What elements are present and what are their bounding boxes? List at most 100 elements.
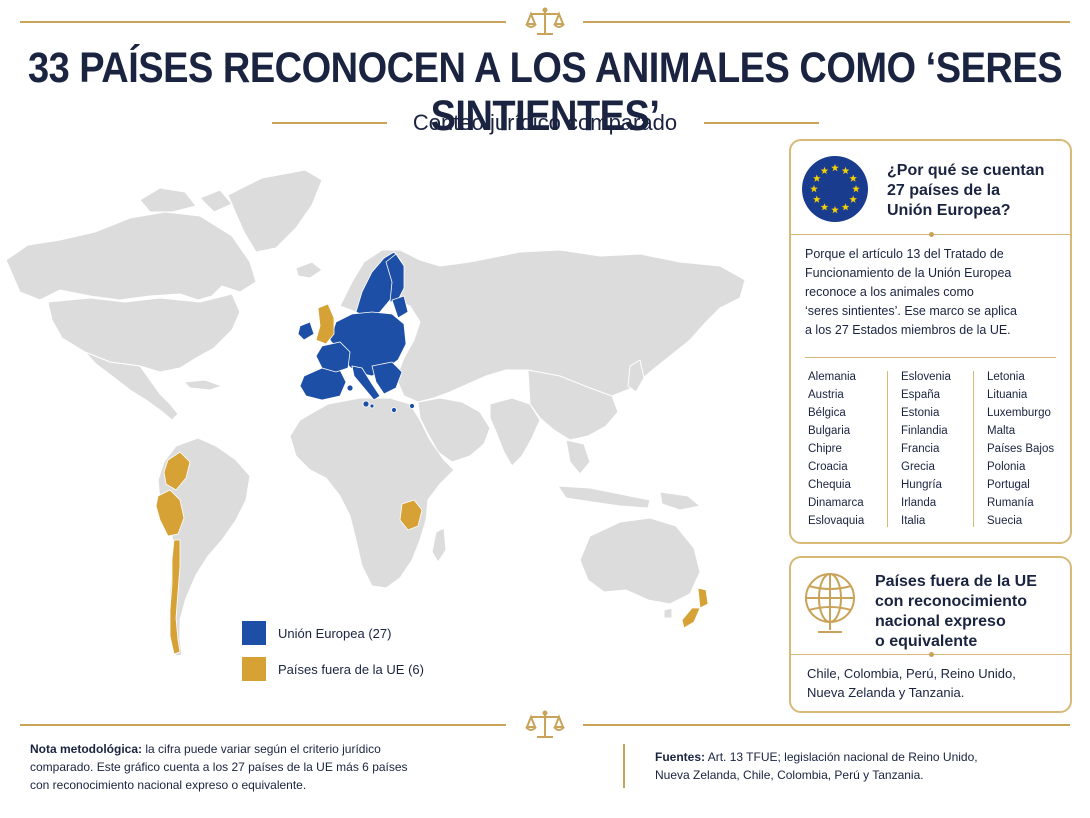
methodology-note-line: la cifra puede variar según el criterio … bbox=[145, 742, 381, 756]
page-subtitle: Conteo jurídico comparado bbox=[412, 110, 678, 135]
greenland-shape bbox=[227, 169, 323, 253]
world-map bbox=[5, 169, 746, 657]
eu-card-title-line: 27 países de la bbox=[887, 182, 1000, 199]
iceland-shape bbox=[295, 261, 323, 279]
tanzania-shape bbox=[399, 499, 423, 531]
eu-star-icon bbox=[820, 203, 829, 211]
mexico-shape bbox=[84, 351, 179, 421]
eu-card-body-line: Funcionamiento de la Unión Europea bbox=[805, 266, 1012, 280]
methodology-note-line: con reconocimiento nacional expreso o eq… bbox=[30, 778, 307, 792]
arctic-islands-shape bbox=[139, 187, 197, 213]
eu-france-shape bbox=[315, 341, 351, 373]
eu-card-separator-dot bbox=[929, 232, 934, 237]
eu-finland-shape bbox=[385, 253, 405, 303]
bottom-rule-right bbox=[583, 724, 1070, 726]
eu-country-item: Eslovaquia bbox=[808, 515, 865, 527]
eu-star-icon bbox=[813, 195, 821, 203]
column-divider bbox=[887, 371, 888, 527]
eu-country-item: Francia bbox=[901, 443, 940, 455]
eu-country-item: Hungría bbox=[901, 479, 942, 491]
eu-ireland-shape bbox=[297, 321, 315, 341]
eu-country-item: Rumanía bbox=[987, 497, 1034, 509]
eu-country-item: Suecia bbox=[987, 515, 1023, 527]
indonesia-shape bbox=[557, 485, 651, 509]
eu-star-icon bbox=[852, 185, 860, 193]
eu-country-item: Bulgaria bbox=[808, 425, 851, 437]
subtitle-rule-left bbox=[272, 122, 387, 124]
sources-label: Fuentes: bbox=[655, 750, 706, 764]
bottom-rule-left bbox=[20, 724, 506, 726]
non-eu-card-title: Países fuera de la UE con reconocimiento… bbox=[875, 572, 1065, 652]
non-eu-explanation-card: Países fuera de la UE con reconocimiento… bbox=[789, 556, 1072, 713]
column-divider bbox=[973, 371, 974, 527]
eu-country-item: Finlandia bbox=[901, 425, 948, 437]
non-eu-card-body-line: Chile, Colombia, Perú, Reino Unido, bbox=[807, 666, 1016, 681]
eu-country-item: Dinamarca bbox=[808, 497, 864, 509]
eu-sardinia-shape bbox=[346, 384, 354, 392]
eu-card-body-line: reconoce a los animales como bbox=[805, 285, 974, 299]
eu-card-title: ¿Por qué se cuentan 27 países de la Unió… bbox=[887, 161, 1067, 221]
eu-star-icon bbox=[841, 166, 850, 175]
eu-country-item: Portugal bbox=[987, 479, 1030, 491]
eu-countries-column-2: Eslovenia España Estonia Finlandia Francia Gr… bbox=[901, 368, 951, 530]
eu-explanation-card: ¿Por qué se cuentan 27 países de la Unió… bbox=[789, 139, 1072, 544]
eu-star-icon bbox=[841, 203, 850, 211]
eu-balkans-shape bbox=[371, 361, 403, 395]
eu-flag-icon bbox=[802, 156, 868, 222]
arabia-shape bbox=[417, 397, 491, 463]
eu-baltics-shape bbox=[391, 295, 409, 319]
madagascar-shape bbox=[431, 527, 447, 563]
eu-star-icon bbox=[813, 174, 821, 182]
uk-shape bbox=[315, 303, 335, 345]
eu-country-item: Chequia bbox=[808, 479, 851, 491]
scales-of-justice-icon bbox=[525, 7, 565, 35]
eu-country-item: Irlanda bbox=[901, 497, 937, 509]
australia-shape bbox=[579, 517, 701, 605]
eu-countries-column-1: Alemania Austria Bélgica Bulgaria Chipre Croa… bbox=[808, 368, 864, 530]
eu-country-item: Chipre bbox=[808, 443, 842, 455]
sources-line: Art. 13 TFUE; legislación nacional de Re… bbox=[707, 750, 978, 764]
north-america-north-shape bbox=[5, 211, 257, 301]
japan-shape bbox=[627, 359, 645, 393]
eu-card-body-line: Porque el artículo 13 del Tratado de bbox=[805, 247, 1004, 261]
eu-country-item: Eslovenia bbox=[901, 371, 951, 383]
eu-star-icon bbox=[849, 174, 857, 182]
eu-country-item: Lituania bbox=[987, 389, 1028, 401]
india-shape bbox=[489, 397, 541, 467]
eu-cyprus-shape bbox=[409, 403, 415, 409]
legend-swatch-eu bbox=[242, 621, 266, 645]
tasmania-shape bbox=[663, 607, 673, 619]
eu-country-item: Países Bajos bbox=[987, 443, 1055, 455]
globe-icon bbox=[805, 573, 855, 633]
arctic-islands-2-shape bbox=[199, 189, 233, 213]
non-eu-card-title-line: con reconocimiento bbox=[875, 593, 1028, 610]
europe-gray-shape bbox=[339, 249, 746, 403]
eu-card-body-line: a los 27 Estados miembros de la UE. bbox=[805, 323, 1011, 337]
non-eu-card-body: Chile, Colombia, Perú, Reino Unido, Nuev… bbox=[807, 664, 1067, 702]
eu-card-title-line: ¿Por qué se cuentan bbox=[887, 162, 1045, 179]
eu-card-separator-2 bbox=[805, 357, 1056, 358]
eu-card-body: Porque el artículo 13 del Tratado de Fun… bbox=[805, 245, 1065, 340]
eu-country-item: Alemania bbox=[808, 371, 856, 383]
eu-country-item: Austria bbox=[808, 389, 844, 401]
eu-star-icon bbox=[849, 195, 857, 203]
peru-shape bbox=[155, 489, 185, 537]
eu-country-item: Luxemburgo bbox=[987, 407, 1051, 419]
eu-star-icon bbox=[820, 166, 829, 175]
eu-iberia-shape bbox=[299, 367, 347, 401]
methodology-note-line: comparado. Este gráfico cuenta a los 27 … bbox=[30, 760, 408, 774]
eu-star-icon bbox=[831, 206, 839, 214]
eu-star-icon bbox=[810, 185, 818, 193]
new-guinea-shape bbox=[659, 491, 702, 511]
eu-countries-column-3: Letonia Lituania Luxemburgo Malta Países Baj… bbox=[987, 368, 1054, 530]
eu-card-body-line: ‘seres sintientes’. Ese marco se aplica bbox=[805, 304, 1017, 318]
top-rule-left bbox=[20, 21, 506, 23]
non-eu-card-title-line: Países fuera de la UE bbox=[875, 573, 1037, 590]
southeast-asia-shape bbox=[565, 439, 591, 475]
eu-country-item: Estonia bbox=[901, 407, 940, 419]
new-zealand-north-shape bbox=[697, 587, 709, 609]
colombia-shape bbox=[163, 451, 191, 491]
legend-label-non-eu: Países fuera de la UE (6) bbox=[278, 661, 424, 677]
eu-star-icon bbox=[831, 164, 839, 172]
eu-country-item: Polonia bbox=[987, 461, 1026, 473]
